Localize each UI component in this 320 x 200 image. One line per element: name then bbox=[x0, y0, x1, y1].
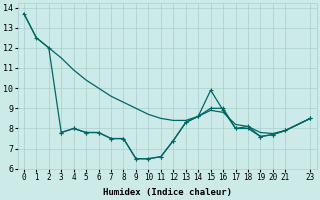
X-axis label: Humidex (Indice chaleur): Humidex (Indice chaleur) bbox=[103, 188, 232, 197]
